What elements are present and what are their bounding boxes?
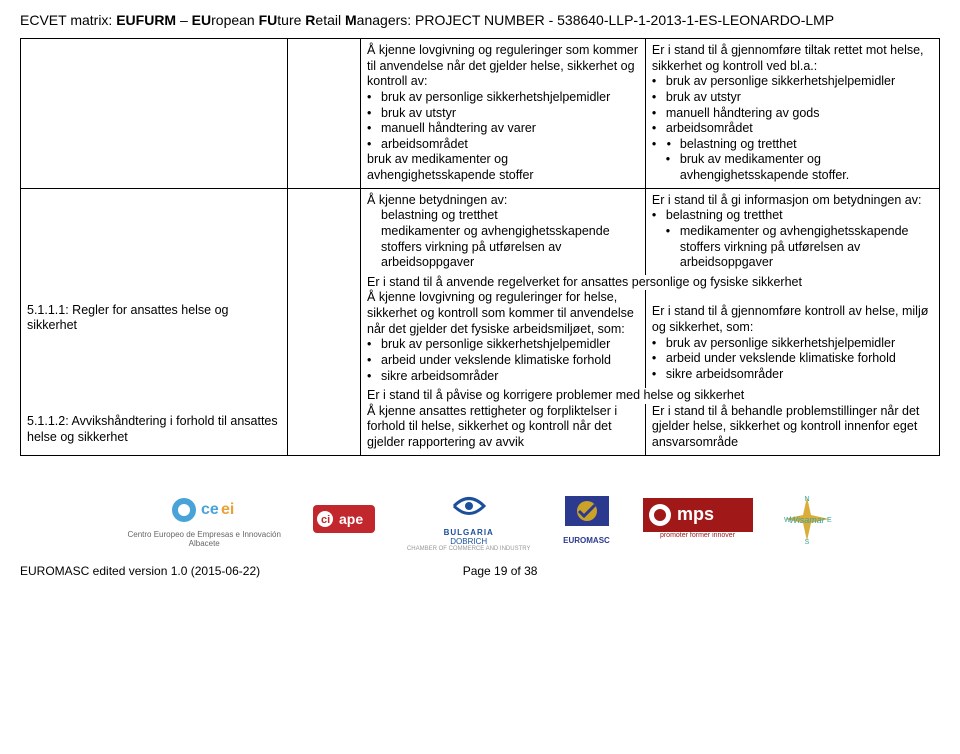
footer-page: Page 19 of 38 [260, 564, 740, 578]
cell-knowledge-1: Å kjenne lovgivning og reguleringer som … [361, 39, 646, 189]
footer-logos-row: ceei Centro Europeo de Empresas e Innova… [20, 486, 940, 552]
footer-bottom: EUROMASC edited version 1.0 (2015-06-22)… [20, 564, 940, 578]
cell-competence-1: Er i stand til å gjennomføre tiltak rett… [645, 39, 939, 189]
header-prefix: ECVET matrix: [20, 12, 116, 28]
svg-text:ei: ei [221, 501, 234, 518]
svg-text:N: N [804, 496, 809, 503]
svg-text:S: S [804, 539, 809, 545]
cell-empty [287, 39, 361, 189]
svg-text:ci: ci [321, 514, 330, 526]
sub-knowledge-2b: Å kjenne lovgivning og reguleringer for … [361, 290, 645, 388]
cell-label-5111-5112: 5.1.1.1: Regler for ansattes helse og si… [21, 188, 288, 455]
logo-wisamar: NSWEWisamar [781, 493, 833, 545]
sub-knowledge-2a: Å kjenne betydningen av: belastning og t… [361, 189, 645, 275]
svg-text:mps: mps [677, 504, 714, 524]
logo-ciape: apeci [309, 501, 379, 537]
svg-text:ape: ape [339, 511, 363, 527]
footer-version: EUROMASC edited version 1.0 (2015-06-22) [20, 564, 260, 578]
page-header: ECVET matrix: EUFURM – EUropean FUture R… [20, 12, 940, 28]
cell-empty [287, 188, 361, 455]
logo-ceei: ceei Centro Europeo de Empresas e Innova… [127, 490, 280, 548]
ecvet-matrix-table: Å kjenne lovgivning og reguleringer som … [20, 38, 940, 456]
svg-text:Wisamar: Wisamar [789, 515, 825, 525]
svg-text:E: E [827, 517, 832, 524]
span-row-1: Er i stand til å anvende regelverket for… [361, 275, 939, 291]
header-acronym: EUFURM [116, 12, 176, 28]
sub-competence-2b: Er i stand til å gjennomføre kontroll av… [645, 290, 939, 388]
sub-competence-2c: Er i stand til å behandle problemstillin… [645, 404, 939, 455]
sub-competence-2a: Er i stand til å gi informasjon om betyd… [645, 189, 939, 275]
cell-merged-content: Å kjenne betydningen av: belastning og t… [361, 188, 940, 455]
logo-bulgaria: BULGARIA DOBRICH CHAMBER OF COMMERCE AND… [407, 486, 531, 552]
sub-knowledge-2c: Å kjenne ansattes rettigheter og forplik… [361, 404, 645, 455]
logo-euromasc: EUROMASC [559, 492, 615, 545]
span-row-2: Er i stand til å påvise og korrigere pro… [361, 388, 939, 404]
cell-empty [21, 39, 288, 189]
logo-mps: mps promoter former innover [643, 498, 753, 539]
svg-text:ce: ce [201, 501, 219, 518]
